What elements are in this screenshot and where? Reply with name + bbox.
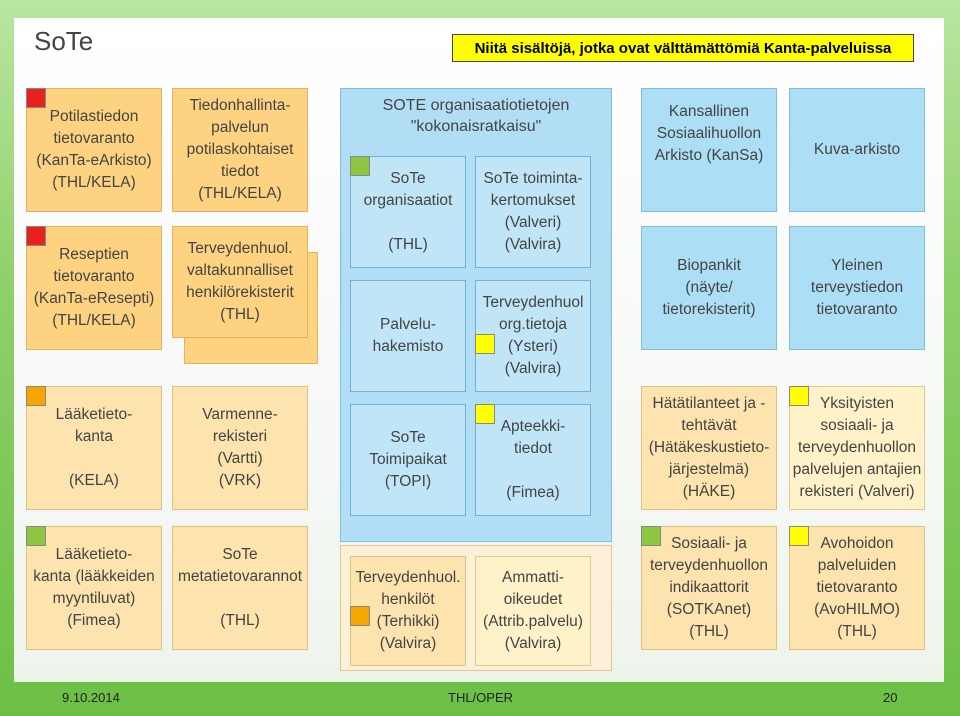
box-kansa: Kansallinen Sosiaalihuollon Arkisto (Kan… bbox=[641, 88, 777, 212]
box-laaketietokanta-myyntiluvat: Lääketieto- kanta (lääkkeiden myyntiluva… bbox=[26, 526, 162, 650]
box-palveluhakemisto: Palvelu- hakemisto bbox=[350, 280, 466, 392]
status-marker-orange bbox=[26, 386, 46, 406]
status-marker-green bbox=[350, 156, 370, 176]
box-terveydenhuol-rekisterit: Terveydenhuol. valtakunnalliset henkilör… bbox=[172, 226, 308, 338]
box-kuva-arkisto: Kuva-arkisto bbox=[789, 88, 925, 212]
box-tiedonhallinta: Tiedonhallinta- palvelun potilaskohtaise… bbox=[172, 88, 308, 212]
box-sote-toimipaikat: SoTe Toimipaikat (TOPI) bbox=[350, 404, 466, 516]
box-varmennerekisteri: Varmenne- rekisteri (Vartti) (VRK) bbox=[172, 386, 308, 510]
box-ammattioikeudet: Ammatti- oikeudet (Attrib.palvelu) (Valv… bbox=[475, 556, 591, 666]
box-sotkanet: Sosiaali- ja terveydenhuollon indikaatto… bbox=[641, 526, 777, 650]
box-avohilmo: Avohoidon palveluiden tietovaranto (AvoH… bbox=[789, 526, 925, 650]
status-marker-orange bbox=[350, 606, 370, 626]
status-marker-yellow bbox=[789, 526, 809, 546]
box-potilastiedon: Potilastiedon tietovaranto (KanTa-eArkis… bbox=[26, 88, 162, 212]
group-title: SOTE organisaatiotietojen "kokonaisratka… bbox=[382, 97, 570, 135]
box-yleinen-terveystieto: Yleinen terveystiedon tietovaranto bbox=[789, 226, 925, 350]
status-marker-red bbox=[26, 226, 46, 246]
box-sote-metatietovarannot: SoTe metatietovarannot (THL) bbox=[172, 526, 308, 650]
box-biopankit: Biopankit (näyte/ tietorekisterit) bbox=[641, 226, 777, 350]
brand-title: SoTe bbox=[34, 26, 94, 56]
box-hatatilanteet: Hätätilanteet ja - tehtävät (Hätäkeskust… bbox=[641, 386, 777, 510]
box-reseptien: Reseptien tietovaranto (KanTa-eResepti) … bbox=[26, 226, 162, 350]
box-sote-toimintakertomukset: SoTe toiminta- kertomukset (Valveri) (Va… bbox=[475, 156, 591, 268]
footer-date: 9.10.2014 bbox=[62, 690, 120, 705]
status-marker-green bbox=[26, 526, 46, 546]
footer-center: THL/OPER bbox=[448, 690, 514, 705]
footer-page-number: 20 bbox=[883, 690, 898, 705]
status-marker-yellow bbox=[789, 386, 809, 406]
status-marker-green bbox=[641, 526, 661, 546]
headline-banner: Niitä sisältöjä, jotka ovat välttämättöm… bbox=[452, 34, 914, 62]
status-marker-yellow bbox=[475, 334, 495, 354]
status-marker-yellow bbox=[475, 404, 495, 424]
box-yksityisten-rekisteri: Yksityisten sosiaali- ja terveydenhuollo… bbox=[789, 386, 925, 510]
status-marker-red bbox=[26, 88, 46, 108]
box-laaketietokanta: Lääketieto- kanta (KELA) bbox=[26, 386, 162, 510]
